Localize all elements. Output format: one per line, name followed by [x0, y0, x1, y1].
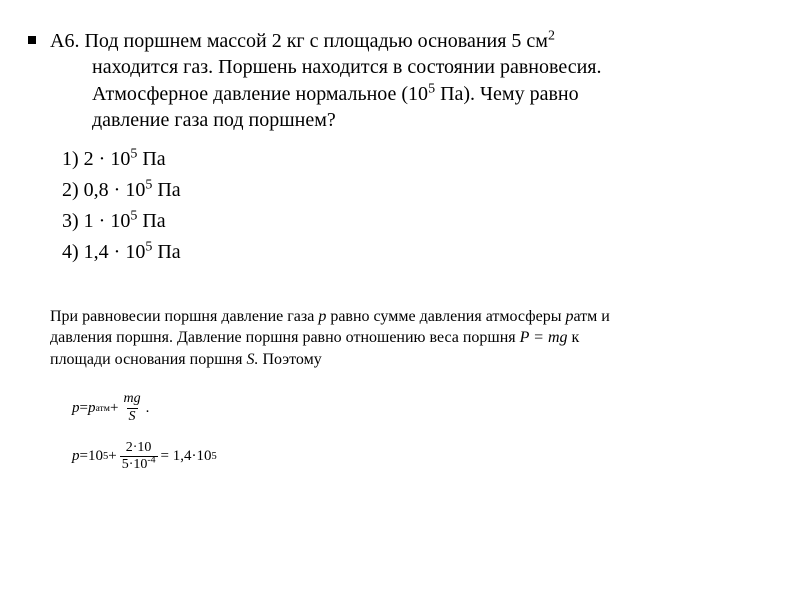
- eq1-num: mg: [121, 392, 142, 408]
- eq2-den: 5·10-4: [120, 456, 158, 473]
- c3-a: 3) 1: [62, 210, 99, 232]
- c1-a: 1) 2: [62, 148, 99, 170]
- exp-l1a: При равновесии поршня давление газа: [50, 308, 318, 325]
- equations: p = pатм + mg S . p = 105 + 2·10 5·10-4 …: [50, 392, 750, 473]
- exp-l2b: к: [568, 329, 580, 346]
- c2-b: 10: [120, 179, 145, 201]
- c2-c: Па: [152, 179, 180, 201]
- c2-a: 2) 0,8: [62, 179, 114, 201]
- eq2-eq2: = 1,4·10: [161, 449, 212, 464]
- exp-l3a: площади основания поршня: [50, 351, 246, 368]
- exp-l1c: атм и: [573, 308, 609, 325]
- equation-1: p = pатм + mg S .: [72, 392, 750, 424]
- eq2-den-a: 5·10: [122, 457, 148, 472]
- eq1-plus: +: [110, 401, 118, 416]
- problem-l3b: Па). Чему равно: [435, 83, 579, 105]
- c1-c: Па: [137, 148, 165, 170]
- eq1-frac: mg S: [121, 392, 142, 424]
- problem-line-1: А6. Под поршнем массой 2 кг с площадью о…: [50, 28, 750, 54]
- choice-2: 2) 0,8 · 105 Па: [62, 175, 750, 206]
- exp-l3b: Поэтому: [258, 351, 321, 368]
- problem-line-2: находится газ. Поршень находится в состо…: [50, 54, 750, 80]
- exp-l3S: S.: [246, 351, 258, 368]
- choice-4: 4) 1,4 · 105 Па: [62, 237, 750, 268]
- equation-2: p = 105 + 2·10 5·10-4 = 1,4·105: [72, 441, 750, 473]
- c4-a: 4) 1,4: [62, 241, 114, 263]
- explanation-text: При равновесии поршня давление газа p ра…: [50, 306, 750, 371]
- c3-b: 10: [105, 210, 130, 232]
- choice-3: 3) 1 · 105 Па: [62, 206, 750, 237]
- eq2-p: p: [72, 449, 80, 464]
- eq2-plus: +: [108, 449, 116, 464]
- eq2-eq1: =: [80, 449, 88, 464]
- problem-l3-sup: 5: [428, 81, 435, 96]
- eq1-p: p: [72, 401, 80, 416]
- eq1-patm-sub: атм: [95, 404, 110, 414]
- c3-c: Па: [137, 210, 165, 232]
- choice-1: 1) 2 · 105 Па: [62, 144, 750, 175]
- exp-l1b: равно сумме давления атмосферы: [326, 308, 565, 325]
- eq2-den-sup: -4: [147, 455, 155, 466]
- problem-id: А6.: [50, 30, 79, 52]
- slide: А6. Под поршнем массой 2 кг с площадью о…: [0, 0, 800, 600]
- c4-c: Па: [152, 241, 180, 263]
- answer-choices: 1) 2 · 105 Па 2) 0,8 · 105 Па 3) 1 · 105…: [50, 144, 750, 268]
- problem-text: А6. Под поршнем массой 2 кг с площадью о…: [50, 28, 750, 134]
- problem-l1-sup: 2: [548, 28, 555, 43]
- problem-l3a: Атмосферное давление нормальное (10: [92, 83, 428, 105]
- eq1-eq: =: [80, 401, 88, 416]
- problem-line-3: Атмосферное давление нормальное (105 Па)…: [50, 81, 750, 107]
- problem-l1a: Под поршнем массой 2 кг с площадью основ…: [84, 30, 548, 52]
- c4-b: 10: [120, 241, 145, 263]
- problem-line-4: давление газа под поршнем?: [50, 107, 750, 133]
- eq1-den: S: [127, 408, 138, 425]
- eq2-t1: 10: [88, 449, 103, 464]
- eq2-frac: 2·10 5·10-4: [120, 441, 158, 473]
- c1-b: 10: [105, 148, 130, 170]
- bullet-marker: [28, 36, 36, 44]
- eq1-patm: p: [88, 401, 96, 416]
- eq1-end: .: [146, 401, 150, 416]
- exp-l2a: давления поршня. Давление поршня равно о…: [50, 329, 520, 346]
- exp-l2P: P = mg: [520, 329, 568, 346]
